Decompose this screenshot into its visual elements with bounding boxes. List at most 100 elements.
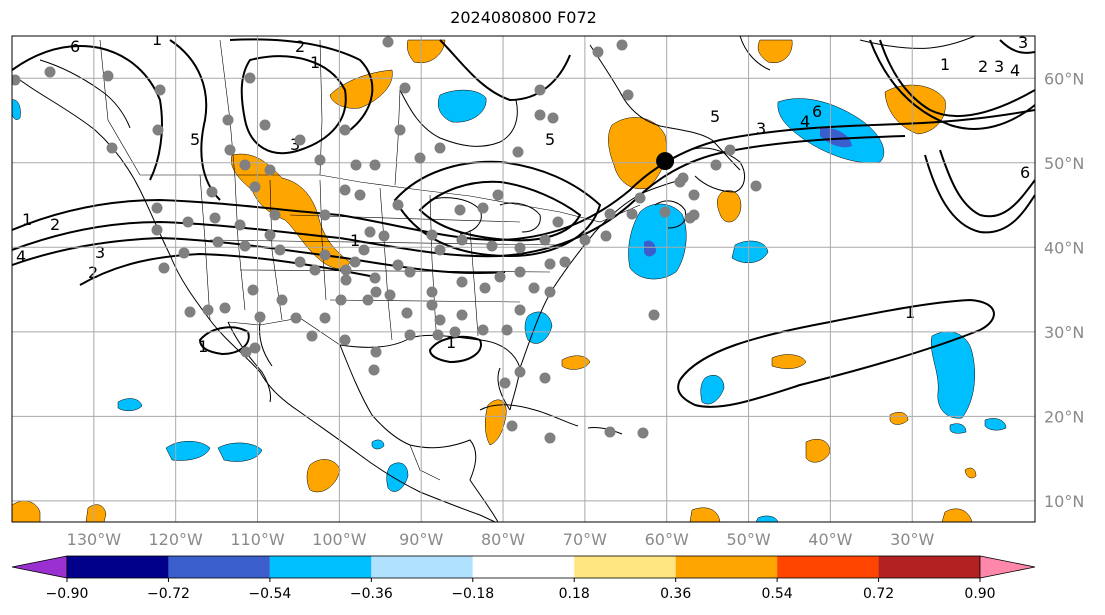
station-dot	[309, 264, 321, 276]
station-dot	[350, 159, 362, 171]
station-dot	[370, 346, 382, 358]
station-dot	[477, 324, 489, 336]
station-dot	[264, 164, 276, 176]
colorbar-bin	[878, 556, 980, 578]
contour-label: 4	[1010, 61, 1020, 80]
station-dot	[592, 46, 604, 58]
station-dot	[339, 334, 351, 346]
station-dot	[456, 276, 468, 288]
political-borders	[99, 39, 641, 481]
station-dot	[276, 294, 288, 306]
state-border	[209, 239, 561, 246]
station-dot	[151, 224, 163, 236]
station-dot	[456, 309, 468, 321]
contour-line	[924, 154, 1035, 234]
station-dot	[319, 312, 331, 324]
latitude-label: 40°N	[1044, 238, 1084, 257]
station-dot	[349, 256, 361, 268]
station-dot	[604, 426, 616, 438]
latitude-label: 60°N	[1044, 69, 1084, 88]
contour-line	[393, 160, 602, 258]
colorbar-bin	[168, 556, 270, 578]
station-dot	[102, 70, 114, 82]
station-dot	[239, 240, 251, 252]
contour-lines	[12, 38, 1035, 408]
contour-line	[12, 45, 163, 181]
station-dot	[401, 307, 413, 319]
station-dot	[600, 230, 612, 242]
colorbar-bin	[472, 556, 575, 578]
pacific-coast	[19, 79, 496, 522]
station-dot	[247, 284, 259, 296]
station-dot	[319, 249, 331, 261]
station-dot	[384, 289, 396, 301]
contour-label: 3	[95, 243, 105, 262]
colorbar-bin	[67, 556, 169, 578]
anomaly-patch	[984, 418, 1007, 431]
colorbar: −0.90 −0.72 −0.54 −0.36 −0.18 0.18 0.36 0.54 0.7…	[11, 555, 1036, 602]
station-dot	[264, 229, 276, 241]
central-america-border	[409, 444, 441, 481]
contour-label: 5	[190, 130, 200, 149]
station-dot	[369, 159, 381, 171]
station-dot	[209, 212, 221, 224]
station-dot	[182, 216, 194, 228]
station-dot	[335, 294, 347, 306]
station-dot	[219, 302, 231, 314]
station-dot	[354, 189, 366, 201]
station-dot	[544, 432, 556, 444]
anomaly-patch	[941, 508, 973, 522]
station-dot	[477, 202, 489, 214]
state-border	[234, 177, 246, 311]
gulf-of-california	[259, 321, 273, 367]
anomaly-patch	[755, 515, 779, 522]
baja-california	[227, 321, 271, 403]
station-dot	[294, 256, 306, 268]
contour-label: 6	[812, 102, 822, 121]
state-border	[329, 299, 521, 303]
station-dot	[616, 39, 628, 51]
station-dot	[724, 144, 736, 156]
latitude-labels: 60°N 50°N 40°N 30°N 20°N 10°N	[1044, 69, 1084, 511]
hudson-bay	[399, 89, 518, 147]
contour-line	[428, 335, 482, 364]
coastlines	[19, 36, 976, 522]
storm-center-marker	[656, 152, 675, 171]
colorbar-over-triangle	[979, 555, 1036, 579]
colorbar-bin	[777, 556, 879, 578]
newfoundland	[689, 147, 746, 193]
station-dots	[12, 36, 762, 444]
station-dot	[426, 299, 438, 311]
contour-label: 4	[800, 112, 810, 131]
station-dot	[339, 124, 351, 136]
anomaly-patch	[628, 203, 687, 280]
station-dot	[392, 199, 404, 211]
station-dot	[552, 216, 564, 228]
negative-anomaly-fill	[12, 89, 1007, 522]
station-dot	[404, 266, 416, 278]
station-dot	[499, 377, 511, 389]
station-dot	[486, 240, 498, 252]
station-dot	[514, 242, 526, 254]
colorbar-tick-label: −0.18	[451, 586, 494, 602]
anomaly-patch	[930, 331, 975, 419]
anomaly-patch	[485, 399, 507, 446]
anomaly-patch	[771, 354, 807, 369]
anomaly-patch	[689, 507, 721, 522]
cuba	[479, 404, 579, 427]
contour-line	[939, 149, 1035, 218]
atlantic-coast	[519, 177, 689, 369]
latitude-label: 20°N	[1044, 407, 1084, 426]
contour-label: 1	[310, 53, 320, 72]
station-dot	[539, 372, 551, 384]
station-dot	[382, 36, 394, 48]
station-dot	[414, 152, 426, 164]
station-dot	[426, 229, 438, 241]
colorbar-bin	[574, 556, 676, 578]
station-dot	[12, 74, 21, 86]
plot-title: 2024080800 F072	[450, 8, 597, 27]
station-dot	[358, 244, 370, 256]
greenland-coast	[859, 36, 976, 49]
station-dot	[479, 282, 491, 294]
